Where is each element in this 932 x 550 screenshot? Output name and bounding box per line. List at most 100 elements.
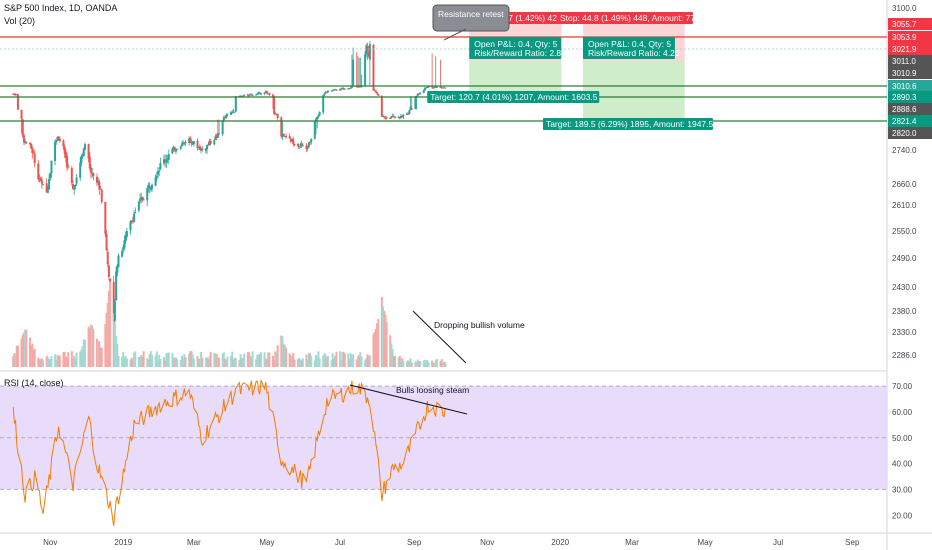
time-tick: Jul [773, 538, 783, 547]
volume-bar [13, 352, 16, 367]
callout-pointer [443, 28, 467, 41]
candle-body [360, 86, 363, 88]
candle-body [414, 96, 417, 110]
candle-body [246, 94, 249, 96]
volume-bar [400, 361, 403, 367]
volume-bar [180, 355, 183, 367]
volume-bar [133, 353, 136, 367]
volume-bar [104, 323, 107, 367]
candle-body [293, 144, 296, 146]
price-tick: 2490.0 [892, 254, 917, 263]
time-tick: May [697, 538, 712, 547]
volume-bar [432, 363, 435, 367]
candle-body [142, 199, 145, 201]
volume-bar [246, 351, 249, 367]
volume-bar [268, 352, 271, 367]
volume-bar [343, 353, 346, 367]
candle-body [21, 119, 24, 136]
volume-bar [201, 357, 204, 367]
candle-body [58, 138, 61, 141]
candle-body [37, 163, 40, 180]
candle-body [31, 147, 34, 154]
candle-body [258, 92, 261, 94]
candle-body [129, 221, 132, 231]
volume-bar [259, 352, 262, 367]
volume-bar [157, 360, 160, 367]
candle-body [350, 86, 353, 88]
candle-body [384, 117, 387, 119]
volume-bar [356, 356, 359, 367]
price-tick: 3100.0 [892, 4, 917, 13]
candle-body [323, 93, 326, 96]
volume-bar [39, 359, 42, 367]
rr-ratio-1: Risk/Reward Ratio: 2.81 [474, 48, 566, 58]
volume-bar [250, 357, 253, 367]
candle-body [184, 142, 187, 144]
candle-body [348, 88, 351, 90]
candle-body [247, 95, 250, 97]
price-tag-bg [888, 91, 932, 103]
volume-bar [24, 329, 27, 367]
volume-bar [397, 357, 400, 367]
candle-body [89, 167, 92, 173]
candle-body [226, 114, 229, 116]
candle-body [180, 143, 183, 147]
volume-bar [332, 358, 335, 367]
volume-bar [338, 351, 341, 367]
candle-body [146, 188, 149, 201]
candle-body [70, 167, 73, 183]
volume-bar [115, 336, 118, 367]
price-tick: 2821.4 [892, 117, 917, 126]
candle-body [174, 149, 177, 152]
volume-bar [218, 357, 221, 367]
candle-body [189, 137, 192, 141]
candle-body [299, 144, 302, 146]
candle-body [373, 90, 376, 92]
volume-bar [179, 359, 182, 367]
volume-bar [173, 359, 176, 367]
volume-bar [283, 344, 286, 367]
volume-bar [226, 356, 229, 367]
volume-bar [20, 338, 23, 367]
volume-bar [385, 322, 388, 367]
volume-bar [231, 351, 234, 367]
candle-body [72, 184, 75, 189]
candle-body [440, 87, 443, 89]
volume-bar [239, 354, 242, 367]
callout-resistance-retest: Resistance retest [438, 9, 504, 19]
candle-body [334, 89, 337, 91]
volume-bar [129, 359, 132, 367]
volume-bar [307, 352, 310, 367]
candle-body [241, 95, 244, 97]
candle-body [13, 93, 16, 95]
candle-body [365, 45, 368, 55]
volume-bar [162, 356, 165, 367]
candle-body [137, 201, 140, 211]
candle-body [30, 143, 33, 149]
volume-bar [289, 355, 292, 367]
candle-body [75, 177, 78, 184]
volume-bar [377, 318, 380, 367]
volume-bar [15, 345, 18, 367]
volume-bar [200, 351, 203, 367]
volume-bar [274, 351, 277, 367]
volume-bar [258, 353, 261, 367]
volume-bar [391, 349, 394, 367]
candle-body [332, 89, 335, 91]
candle-body [164, 159, 167, 162]
candle-body [225, 115, 228, 118]
volume-bar [141, 356, 144, 367]
candle-body [230, 112, 233, 115]
volume-bar [407, 360, 410, 367]
volume-bar [63, 351, 66, 367]
candle-body [131, 221, 134, 223]
price-tick: 3010.9 [892, 69, 917, 78]
candle-body [155, 175, 158, 178]
price-tick: 2888.6 [892, 105, 917, 114]
candle-body [157, 171, 160, 175]
time-tick: Sep [845, 538, 860, 547]
candle-body [149, 187, 152, 190]
price-tick: 3021.9 [892, 45, 917, 54]
volume-bar [80, 349, 83, 367]
